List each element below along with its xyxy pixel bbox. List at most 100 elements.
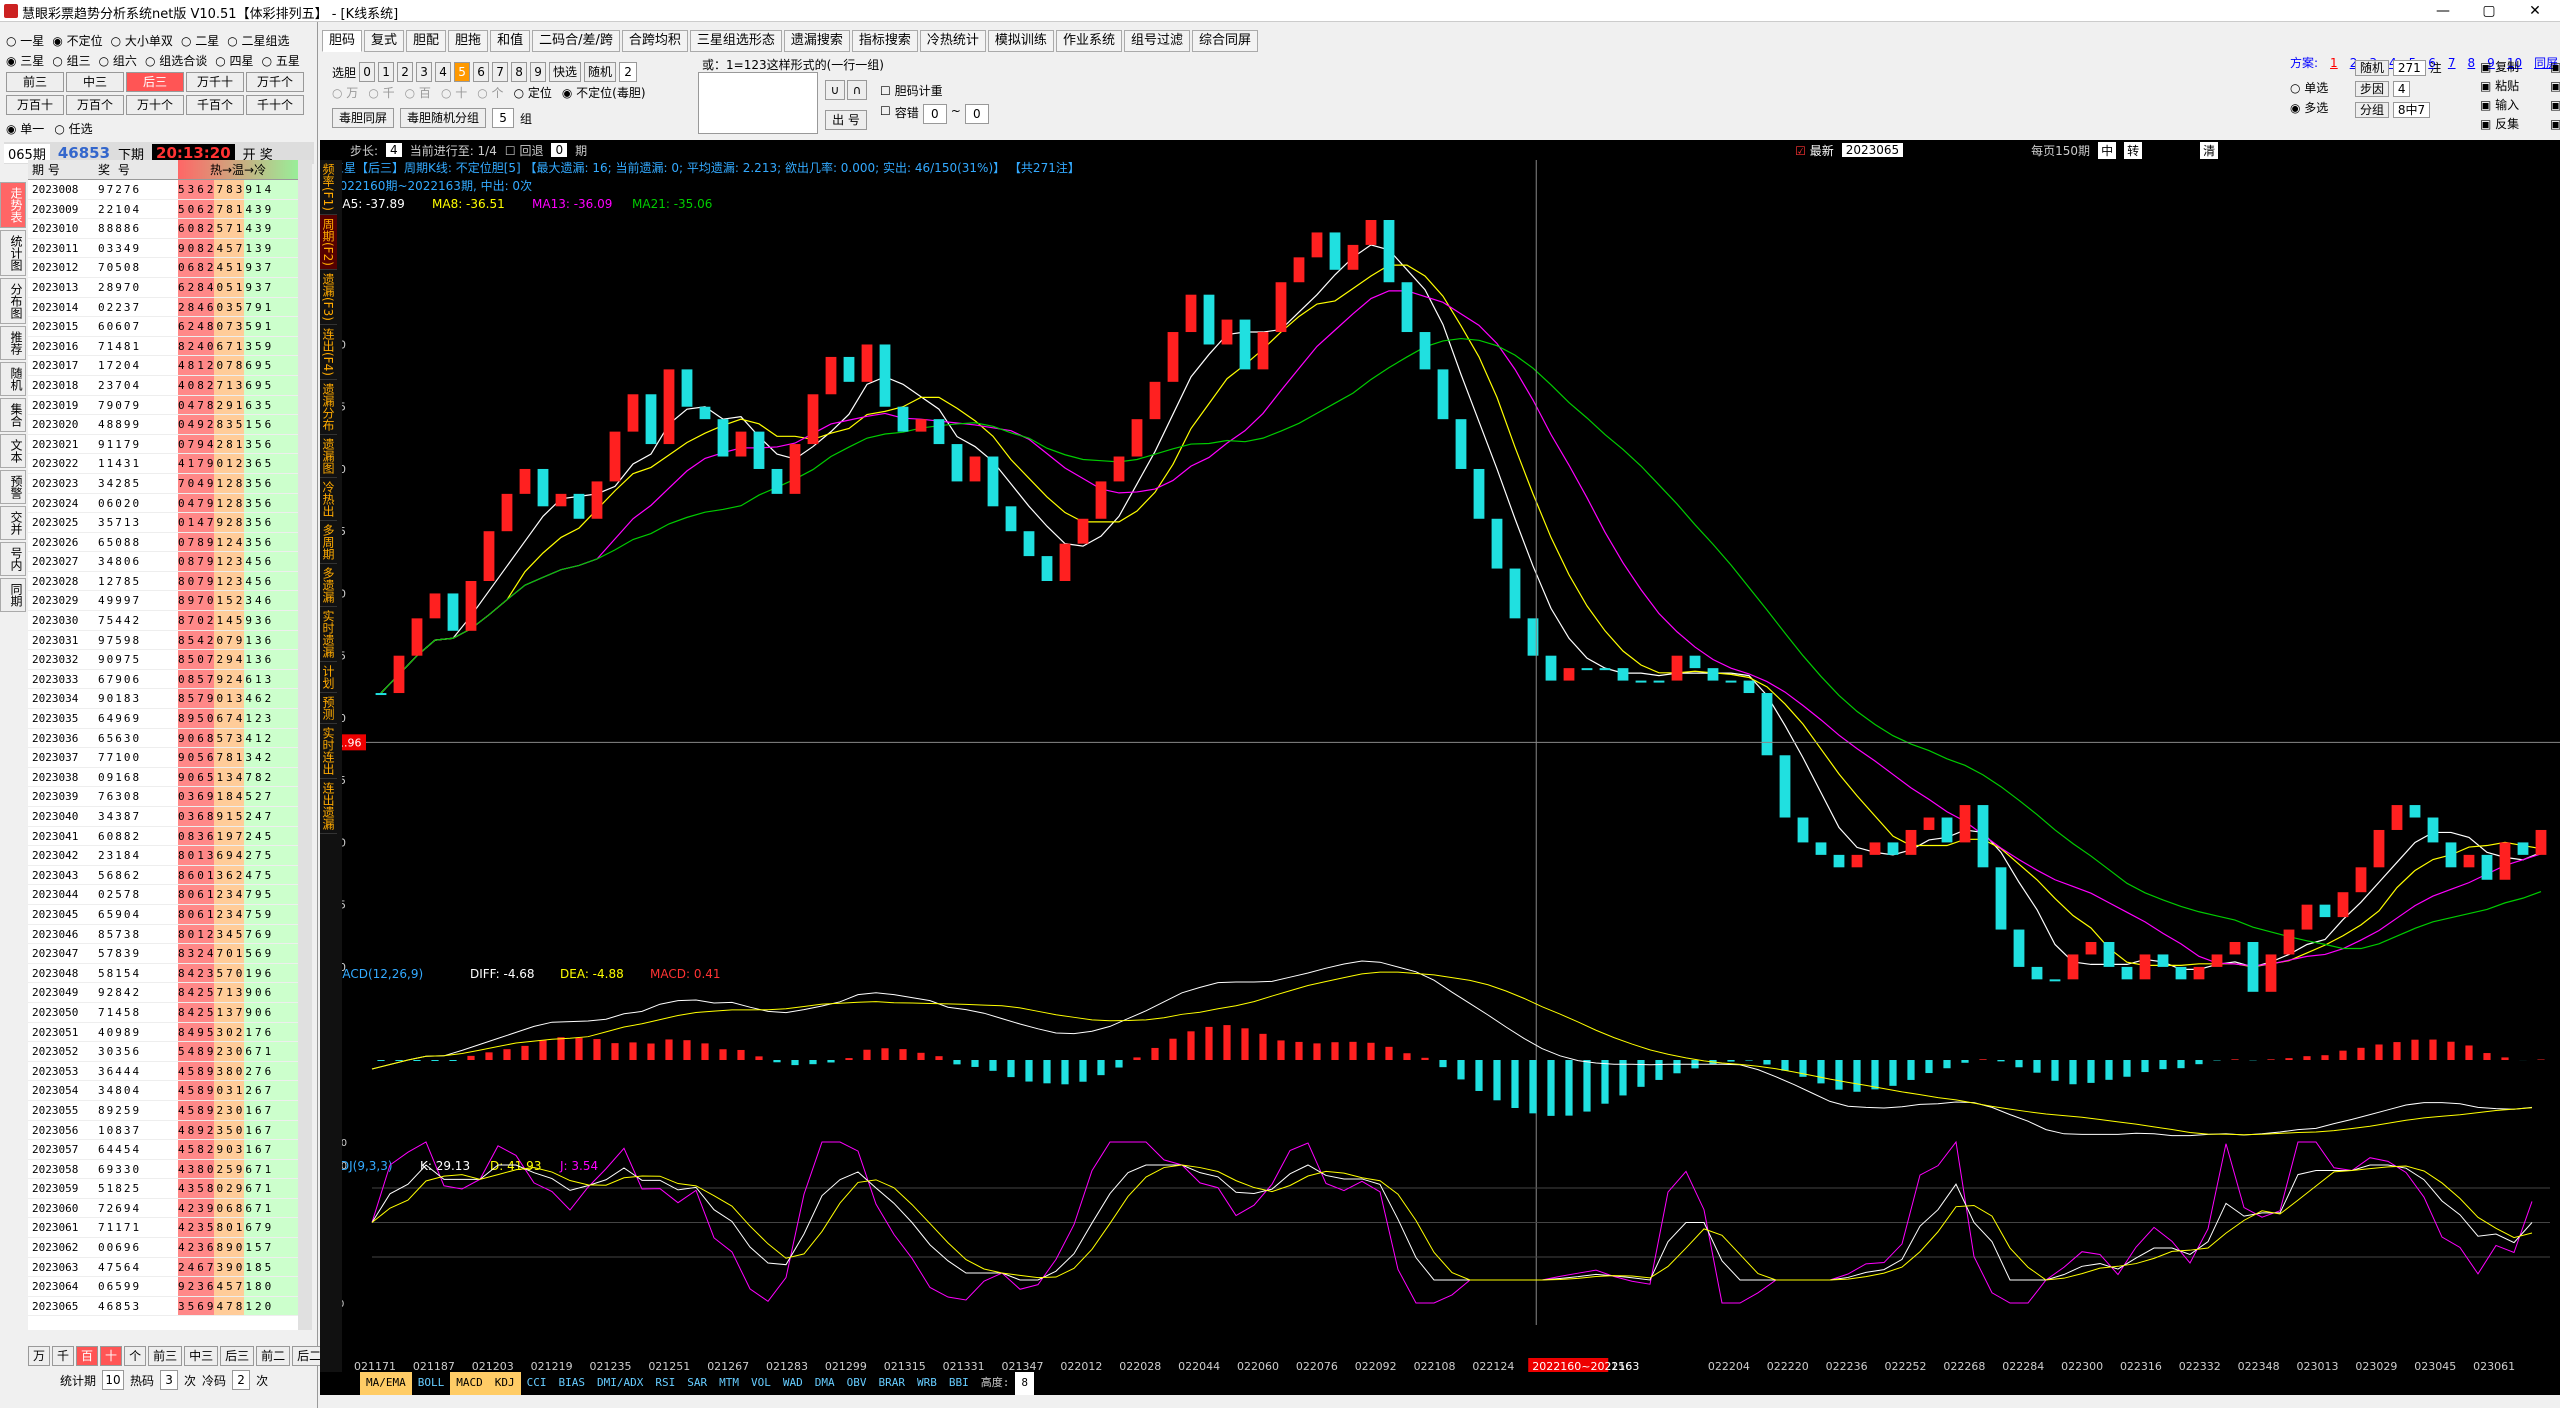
steps-input[interactable]: 4 [2392, 81, 2411, 97]
tolerance-from[interactable]: 0 [922, 104, 947, 124]
position-button[interactable]: 万百十 [6, 95, 64, 115]
table-row[interactable]: 2023044 02578 8061234795 [28, 885, 298, 905]
table-row[interactable]: 2023056 10837 4892350167 [28, 1120, 298, 1141]
plan-link[interactable]: 1 [2330, 56, 2338, 70]
group-button[interactable]: 分组 [2355, 102, 2390, 118]
play-type-radio[interactable]: ○ 一星 [6, 34, 45, 48]
table-row[interactable]: 2023012 70508 0682451937 [28, 258, 298, 278]
indicator-tab[interactable]: DMI/ADX [597, 1376, 644, 1389]
table-row[interactable]: 2023060 72694 4239068671 [28, 1198, 298, 1219]
indicator-tab[interactable]: BBI [948, 1376, 969, 1389]
table-row[interactable]: 2023035 64969 8950674123 [28, 709, 298, 729]
table-row[interactable]: 2023062 00696 4236890157 [28, 1238, 298, 1258]
left-vtab[interactable]: 统计图 [0, 230, 26, 276]
table-row[interactable]: 2023030 75442 8702145936 [28, 611, 298, 631]
digit-button[interactable]: 5 [454, 62, 471, 82]
table-row[interactable]: 2023022 11431 4179012365 [28, 454, 298, 474]
position-button[interactable]: 千百个 [186, 95, 244, 115]
table-row[interactable]: 2023015 60607 6248073591 [28, 317, 298, 337]
action-button[interactable]: ▣ 输出 [2550, 117, 2560, 131]
indicator-tab[interactable]: WAD [782, 1376, 803, 1389]
table-row[interactable]: 2023058 69330 4380259671 [28, 1159, 298, 1180]
output-button[interactable]: 出 号 [825, 110, 867, 130]
table-row[interactable]: 2023018 23704 4082713695 [28, 375, 298, 396]
table-row[interactable]: 2023024 06020 0479128356 [28, 493, 298, 514]
table-row[interactable]: 2023023 34285 7049128356 [28, 473, 298, 494]
indicator-tab[interactable]: BRAR [878, 1376, 905, 1389]
tolerance-to[interactable]: 0 [964, 104, 989, 124]
action-button[interactable]: ▣ 多底 [2550, 98, 2560, 112]
chart-side-tab[interactable]: 遗漏(F3) [320, 270, 337, 325]
table-row[interactable]: 2023064 06599 9236457180 [28, 1277, 298, 1297]
table-row[interactable]: 2023052 30356 5489230671 [28, 1042, 298, 1062]
action-button[interactable]: ▣ 输入 [2480, 98, 2520, 112]
position-button[interactable]: 中三 [66, 72, 124, 92]
action-button[interactable]: ▣ 作业 [2550, 60, 2560, 74]
history-grid[interactable]: 2023008 97276 5362783914 2023009 22104 506278… [28, 180, 298, 1330]
chart-side-tab[interactable]: 遗漏图 [320, 435, 337, 478]
play-type-radio[interactable]: ○ 组六 [98, 54, 137, 68]
menu-tab[interactable]: 复式 [364, 30, 405, 52]
chart-side-tab[interactable]: 冷热出 [320, 478, 337, 521]
action-button[interactable]: ▣ 粘贴 [2480, 79, 2520, 93]
grid-scrollbar[interactable] [298, 160, 312, 1330]
menu-tab[interactable]: 冷热统计 [919, 30, 986, 52]
step-input[interactable]: 4 [386, 143, 402, 157]
menu-tab[interactable]: 和值 [490, 30, 531, 52]
chart-side-tab[interactable]: 连出遗漏 [320, 779, 337, 834]
action-button[interactable]: ▣ 分组 [2550, 79, 2560, 93]
table-row[interactable]: 2023016 71481 8240671359 [28, 336, 298, 357]
table-row[interactable]: 2023009 22104 5062781439 [28, 199, 298, 220]
chart-side-tab[interactable]: 周期(F2) [320, 214, 337, 270]
table-row[interactable]: 2023059 51825 4358029671 [28, 1179, 298, 1199]
filter-button[interactable]: 百 [76, 1346, 99, 1366]
group-select[interactable]: 8中7 [2392, 102, 2431, 118]
left-vtab[interactable]: 文本 [0, 434, 26, 468]
zoom-mid-button[interactable]: 中 [2098, 141, 2117, 159]
menu-tab[interactable]: 指标搜索 [851, 30, 918, 52]
multi-select-radio[interactable]: ◉ 多选 [2290, 101, 2329, 115]
position-button[interactable]: 万千个 [246, 72, 304, 92]
plan-link[interactable]: 4 [2389, 56, 2397, 70]
position-radio[interactable]: ○ 定位 [513, 86, 552, 100]
left-vtab[interactable]: 同期 [0, 578, 26, 612]
maximize-button[interactable]: ▢ [2482, 3, 2496, 19]
indicator-tab[interactable]: KDJ [488, 1372, 521, 1395]
table-row[interactable]: 2023032 90975 8507294136 [28, 650, 298, 670]
table-row[interactable]: 2023020 48899 0492835156 [28, 415, 298, 435]
indicator-tab[interactable]: MACD [450, 1372, 489, 1395]
menu-tab[interactable]: 胆配 [406, 30, 447, 52]
filter-button[interactable]: 后二 [292, 1346, 327, 1366]
minimize-button[interactable]: — [2436, 3, 2450, 19]
digit-button[interactable]: 2 [397, 62, 414, 82]
table-row[interactable]: 2023053 36444 4589380276 [28, 1061, 298, 1082]
chart-side-tab[interactable]: 多遗漏 [320, 564, 337, 607]
digit-button[interactable]: 6 [473, 62, 490, 82]
menu-tab[interactable]: 遗漏搜索 [783, 30, 850, 52]
random-count-input[interactable]: 271 [2392, 60, 2426, 76]
table-row[interactable]: 2023047 57839 8324701569 [28, 944, 298, 964]
table-row[interactable]: 2023027 34806 0879123456 [28, 552, 298, 572]
indicator-tab[interactable]: VOL [750, 1376, 771, 1389]
mode-radio[interactable]: ◉ 单一 [6, 122, 45, 136]
table-row[interactable]: 2023026 65088 0789124356 [28, 532, 298, 553]
quick-select-button[interactable]: 快选 [549, 62, 582, 82]
position-radio[interactable]: ◉ 不定位(毒胆) [561, 86, 646, 100]
height-input[interactable]: 8 [1015, 1372, 1034, 1395]
dan-count-toggle[interactable]: ☐ 胆码计重 [880, 84, 943, 98]
menu-tab[interactable]: 二码合/差/跨 [532, 30, 620, 52]
play-type-radio[interactable]: ○ 大小单双 [110, 34, 173, 48]
position-button[interactable]: 后三 [126, 72, 184, 92]
table-row[interactable]: 2023057 64454 4582903167 [28, 1140, 298, 1160]
menu-tab[interactable]: 合跨均积 [621, 30, 688, 52]
per-page-button[interactable]: 每页150期 [2031, 143, 2091, 158]
clear-button[interactable]: 清 [2200, 141, 2219, 159]
indicator-tab[interactable]: WRB [916, 1376, 937, 1389]
left-vtab[interactable]: 走势表 [0, 182, 26, 228]
position-button[interactable]: 万千十 [186, 72, 244, 92]
left-vtab[interactable]: 推荐 [0, 326, 26, 360]
indicator-tab[interactable]: OBV [846, 1376, 867, 1389]
play-type-radio[interactable]: ○ 二星组选 [227, 34, 290, 48]
menu-tab[interactable]: 作业系统 [1055, 30, 1122, 52]
plan-link[interactable]: 10 [2506, 56, 2523, 70]
